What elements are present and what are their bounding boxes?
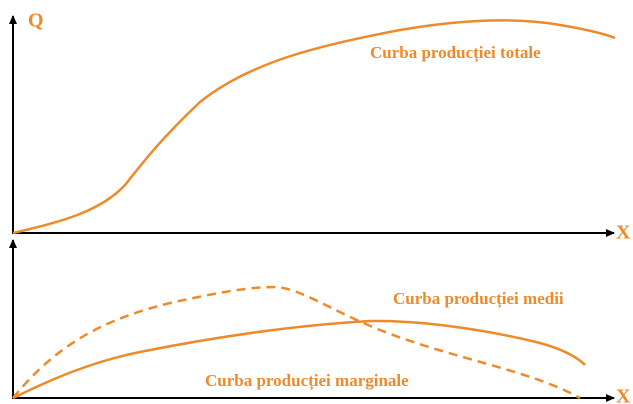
marginal-curve-label: Curba producției marginale	[205, 371, 409, 391]
total-curve	[12, 19, 616, 235]
average-curve	[12, 285, 581, 400]
x-axis-label-bottom: X	[616, 386, 631, 404]
marginal-curve	[12, 319, 586, 400]
average-curve-label: Curba producției medii	[393, 289, 564, 309]
y-axis-label: Q	[28, 10, 44, 32]
x-axis-label: X	[616, 222, 631, 244]
total-curve-label: Curba producției totale	[370, 43, 541, 63]
